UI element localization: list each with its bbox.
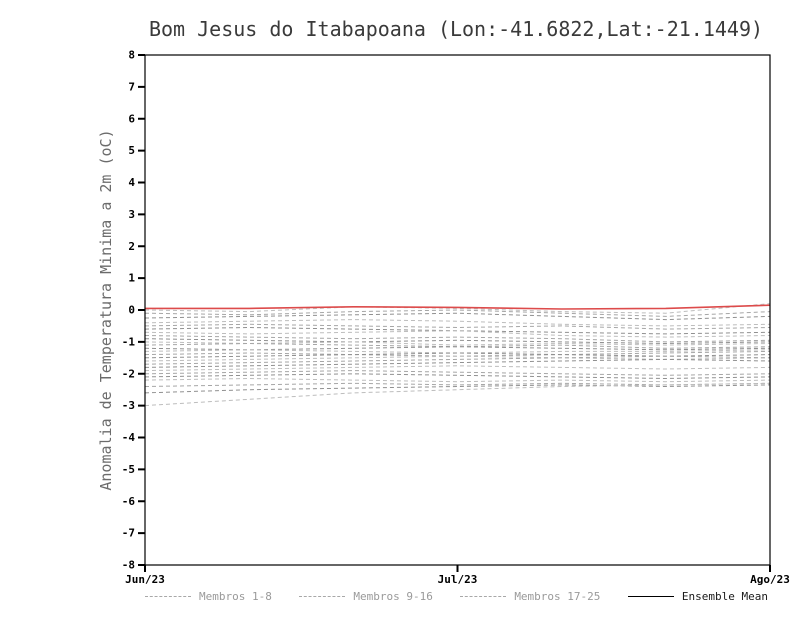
legend-item: Membros 17-25 <box>460 590 600 603</box>
legend-label: Membros 9-16 <box>353 590 433 603</box>
y-tick-label: 0 <box>128 304 135 317</box>
member-line <box>144 323 771 330</box>
y-tick-label: 2 <box>128 240 135 253</box>
y-tick-label: 5 <box>128 144 135 157</box>
dashed-line-sample <box>460 596 507 597</box>
member-line <box>144 335 771 343</box>
y-tick-label: 3 <box>128 208 135 221</box>
x-tick-label: Jul/23 <box>438 573 478 586</box>
member-line <box>144 338 771 345</box>
dashed-line-sample <box>299 596 346 597</box>
dashed-line-sample <box>145 596 191 597</box>
y-axis-label: Anomalia de Temperatura Minima a 2m (oC) <box>97 129 115 491</box>
y-tick-label: 6 <box>128 112 135 125</box>
y-tick-label: 1 <box>128 272 135 285</box>
member-line <box>144 326 771 335</box>
x-tick-label: Ago/23 <box>750 573 790 586</box>
member-line <box>144 365 771 372</box>
y-tick-label: -8 <box>122 559 135 572</box>
chart-title: Bom Jesus do Itabapoana (Lon:-41.6822,La… <box>148 17 764 41</box>
legend-item: Membros 9-16 <box>299 590 433 603</box>
y-tick-label: -7 <box>122 527 135 540</box>
y-tick-label: -2 <box>122 367 135 380</box>
member-line <box>144 349 771 354</box>
member-line <box>144 355 771 365</box>
member-line <box>144 373 771 380</box>
member-line <box>144 382 771 387</box>
member-line <box>144 303 771 314</box>
solid-line-sample <box>627 596 674 597</box>
member-line <box>144 377 771 383</box>
member-line <box>144 341 771 346</box>
member-line <box>144 309 771 317</box>
member-line <box>144 358 771 368</box>
member-line <box>144 382 771 407</box>
y-tick-label: 7 <box>128 80 135 93</box>
plot-frame <box>144 54 771 566</box>
x-tick-label: Jun/23 <box>125 573 165 586</box>
y-tick-label: -3 <box>122 399 135 412</box>
member-line <box>144 355 771 362</box>
member-line <box>144 319 771 327</box>
member-line <box>144 370 771 376</box>
member-line <box>144 312 771 321</box>
y-tick-label: -5 <box>122 463 135 476</box>
legend-label: Membros 17-25 <box>514 590 601 603</box>
y-tick-label: 8 <box>128 49 135 62</box>
y-tick-label: -1 <box>122 335 136 348</box>
legend-item: Membros 1-8 <box>145 590 272 603</box>
member-line <box>144 330 771 338</box>
y-tick-label: -6 <box>122 495 136 508</box>
legend-label: Ensemble Mean <box>681 590 768 603</box>
y-tick-label: 4 <box>128 176 135 189</box>
member-line <box>144 384 771 394</box>
legend: Membros 1-8 Membros 9-16 Membros 17-25 Ense… <box>145 590 768 603</box>
ensemble-mean-line <box>145 304 771 310</box>
member-line <box>144 346 771 351</box>
legend-item: Ensemble Mean <box>627 590 768 603</box>
legend-label: Membros 1-8 <box>199 590 272 603</box>
member-line <box>144 352 771 359</box>
member-line <box>144 350 771 357</box>
y-tick-label: -4 <box>122 431 136 444</box>
member-line <box>144 342 771 349</box>
